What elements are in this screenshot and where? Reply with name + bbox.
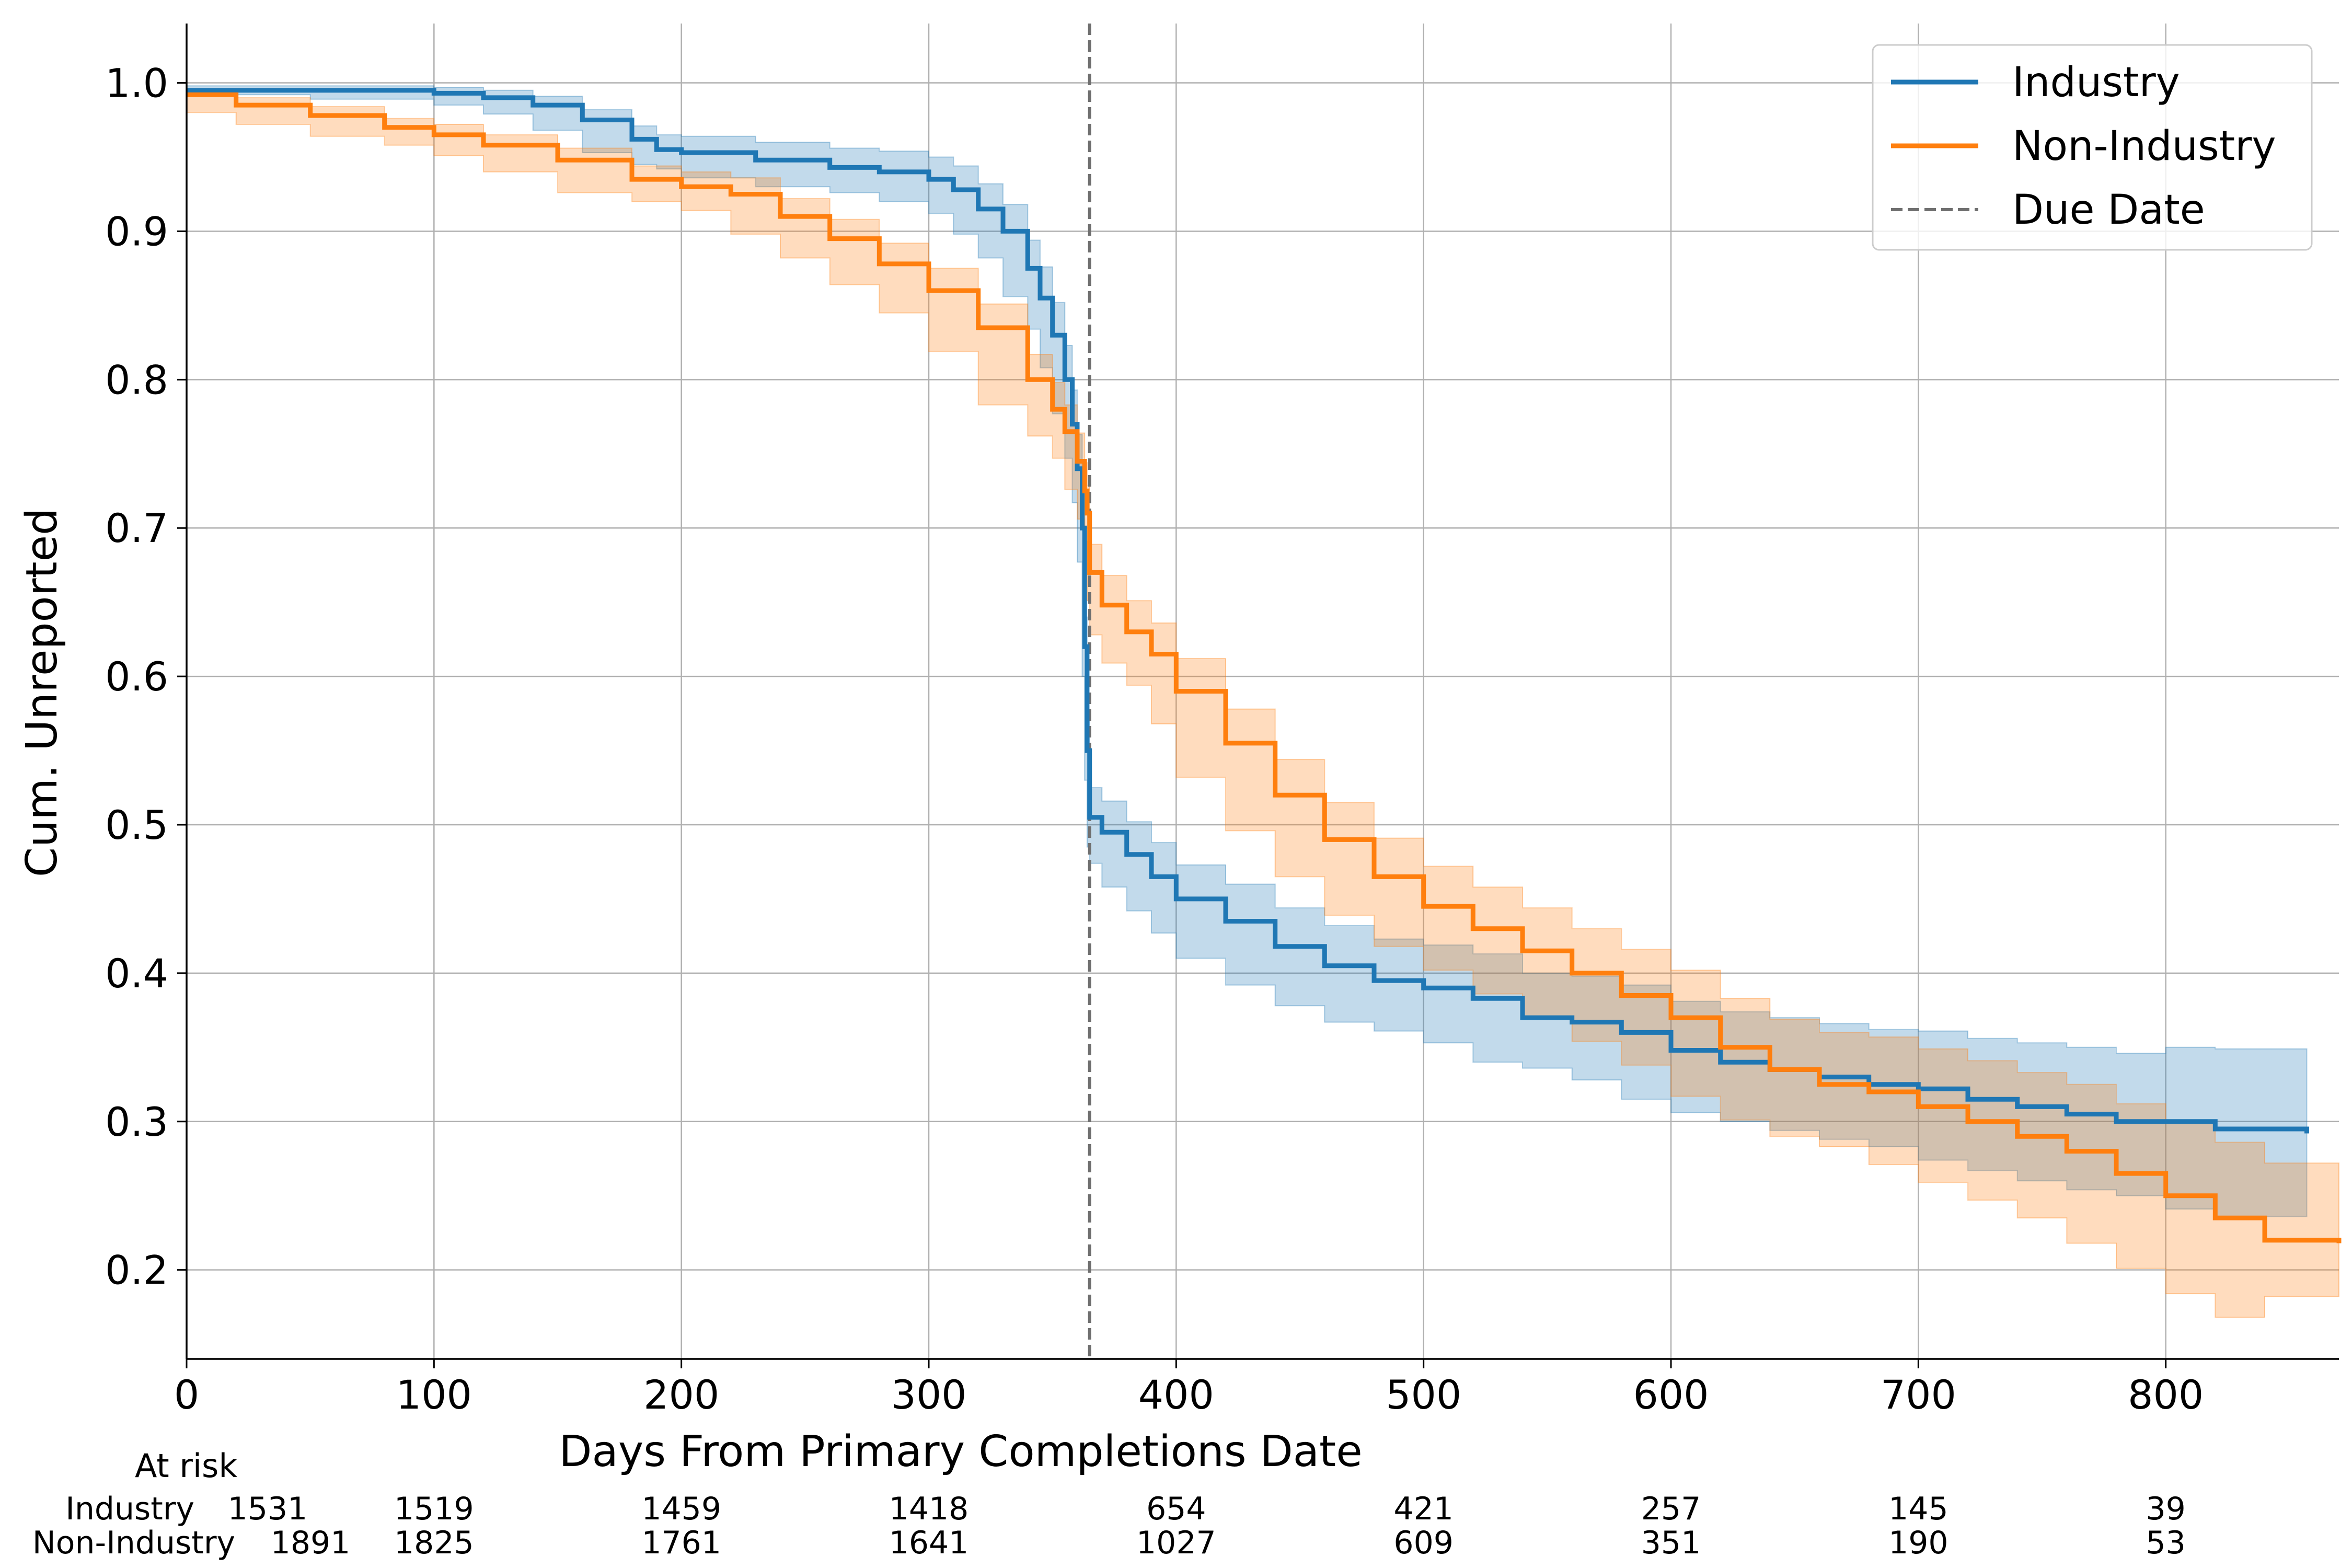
legend: Industry Non-Industry Due Date	[1872, 44, 2313, 251]
at-risk-count: 1825	[394, 1525, 474, 1561]
series-line-0	[187, 88, 2309, 1134]
x-tick-labels: 0 100 200 300 400 500 600 700 800	[174, 1359, 2204, 1418]
at-risk-count: 1459	[641, 1491, 721, 1527]
y-tick-label: 0.4	[105, 950, 168, 997]
y-tick-label: 0.9	[105, 208, 168, 255]
grid-lines	[186, 24, 2339, 1359]
legend-label: Industry	[2012, 59, 2180, 106]
at-risk-title: At risk	[135, 1447, 237, 1485]
y-axis-label: Cum. Unreported	[17, 508, 67, 877]
at-risk-count: 190	[1888, 1525, 1949, 1561]
at-risk-count: 1761	[641, 1525, 721, 1561]
y-tick-label: 1.0	[105, 60, 168, 107]
x-tick-label: 600	[1633, 1371, 1709, 1418]
y-tick-label: 0.7	[105, 505, 168, 551]
at-risk-count: 1891	[271, 1525, 351, 1561]
confidence-band-0	[186, 85, 2308, 1217]
at-risk-count: 421	[1393, 1491, 1454, 1527]
x-tick-label: 100	[396, 1371, 472, 1418]
at-risk-count: 257	[1641, 1491, 1701, 1527]
at-risk-count: 145	[1888, 1491, 1949, 1527]
confidence-bands	[186, 85, 2339, 1318]
at-risk-count: 1418	[889, 1491, 969, 1527]
x-tick-label: 500	[1386, 1371, 1461, 1418]
x-tick-label: 200	[643, 1371, 719, 1418]
at-risk-count: 1531	[228, 1491, 308, 1527]
at-risk-count: 654	[1146, 1491, 1206, 1527]
series-lines	[187, 88, 2342, 1243]
at-risk-table: At risk Industry 1531 1519 1459 1418 654 421 25…	[32, 1447, 2186, 1561]
x-tick-label: 700	[1881, 1371, 1956, 1418]
legend-label: Due Date	[2012, 187, 2205, 234]
at-risk-count: 53	[2146, 1525, 2185, 1561]
legend-box	[1872, 44, 2313, 251]
y-tick-label: 0.3	[105, 1099, 168, 1145]
at-risk-count: 1519	[394, 1491, 474, 1527]
x-tick-label: 300	[891, 1371, 966, 1418]
confidence-band-1	[186, 88, 2339, 1318]
y-tick-labels: 0.2 0.3 0.4 0.5 0.6 0.7 0.8 0.9 1.0	[105, 60, 187, 1294]
x-tick-label: 0	[174, 1371, 199, 1418]
y-tick-label: 0.2	[105, 1247, 168, 1294]
at-risk-row-label: Industry	[65, 1491, 194, 1527]
x-tick-label: 800	[2128, 1371, 2204, 1418]
at-risk-count: 609	[1393, 1525, 1454, 1561]
at-risk-count: 39	[2146, 1491, 2185, 1527]
axes	[186, 24, 2339, 1360]
at-risk-count: 1641	[889, 1525, 969, 1561]
y-tick-label: 0.8	[105, 356, 168, 403]
x-tick-label: 400	[1138, 1371, 1214, 1418]
y-tick-label: 0.6	[105, 653, 168, 700]
at-risk-row-label: Non-Industry	[32, 1525, 235, 1561]
legend-label: Non-Industry	[2012, 123, 2276, 170]
y-tick-label: 0.5	[105, 802, 168, 848]
series-line-1	[187, 92, 2342, 1243]
at-risk-count: 351	[1641, 1525, 1701, 1561]
at-risk-count: 1027	[1136, 1525, 1216, 1561]
x-axis-label: Days From Primary Completions Date	[559, 1427, 1362, 1477]
